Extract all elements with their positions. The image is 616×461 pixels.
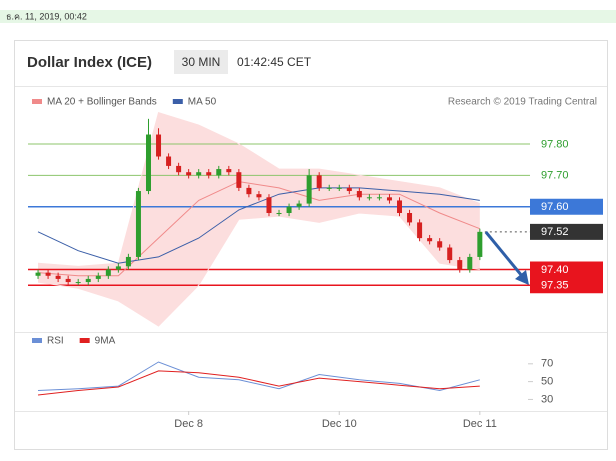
credit: Research © 2019 Trading Central bbox=[448, 97, 597, 108]
candle-body bbox=[356, 191, 362, 198]
candle-body bbox=[316, 175, 322, 188]
candle-body bbox=[326, 187, 332, 189]
candle-body bbox=[346, 187, 352, 192]
level-label: 97.35 bbox=[541, 280, 569, 292]
ma-line bbox=[37, 181, 480, 277]
candle-body bbox=[386, 197, 392, 201]
y-tick-label: 70 bbox=[541, 358, 553, 370]
legend-label: RSI bbox=[47, 336, 64, 347]
candle-body bbox=[35, 272, 41, 276]
candle-body bbox=[246, 187, 252, 195]
legend-swatch bbox=[172, 99, 183, 104]
legend-label: 9MA bbox=[95, 336, 116, 347]
candle-body bbox=[216, 169, 222, 176]
forecast-arrowhead bbox=[515, 270, 529, 285]
level-label-box bbox=[530, 261, 603, 278]
y-tick-label: 50 bbox=[541, 376, 553, 388]
candle-body bbox=[166, 156, 172, 166]
x-tick-label: Dec 10 bbox=[322, 418, 357, 430]
candle-body bbox=[266, 197, 272, 213]
timestamp: ธ.ค. 11, 2019, 00:42 bbox=[6, 11, 87, 21]
candle-body bbox=[75, 282, 81, 284]
candle-body bbox=[477, 231, 483, 257]
legend-swatch bbox=[32, 338, 42, 343]
candle-body bbox=[296, 203, 302, 207]
candle-body bbox=[156, 134, 162, 157]
candle-body bbox=[206, 172, 212, 176]
candle-body bbox=[437, 241, 443, 248]
candle-body bbox=[55, 275, 61, 279]
indicator-line bbox=[37, 361, 480, 392]
band-edge bbox=[37, 111, 480, 267]
candle-body bbox=[145, 134, 151, 192]
level-label: 97.40 bbox=[541, 264, 569, 276]
candle-body bbox=[276, 213, 282, 214]
x-tick-label: Dec 11 bbox=[463, 418, 497, 430]
forecast-arrow bbox=[484, 231, 524, 277]
level-label: 97.80 bbox=[541, 138, 569, 150]
level-label: 97.52 bbox=[541, 226, 569, 238]
ma-line bbox=[37, 187, 480, 264]
candle-body bbox=[115, 266, 121, 270]
candle-body bbox=[366, 197, 372, 199]
chart-title: Dollar Index (ICE) bbox=[27, 54, 152, 71]
candle-body bbox=[85, 278, 91, 283]
candle-body bbox=[417, 222, 423, 239]
candle-body bbox=[65, 278, 71, 283]
x-tick-label: Dec 8 bbox=[174, 418, 203, 430]
candle-body bbox=[226, 169, 232, 173]
level-label: 97.60 bbox=[541, 201, 569, 213]
level-label-box bbox=[530, 198, 603, 215]
candle-body bbox=[95, 275, 101, 279]
card bbox=[14, 40, 608, 450]
candle-body bbox=[397, 200, 403, 213]
y-tick-label: 30 bbox=[541, 393, 553, 405]
candle-body bbox=[125, 256, 131, 267]
candle-body bbox=[457, 260, 463, 270]
clock: 01:42:45 CET bbox=[237, 55, 312, 69]
legend-label: MA 50 bbox=[188, 97, 217, 108]
candle-body bbox=[336, 187, 342, 189]
candle-body bbox=[467, 256, 473, 270]
candle-body bbox=[407, 213, 413, 223]
level-label: 97.70 bbox=[541, 170, 569, 182]
level-label-box bbox=[530, 223, 603, 240]
interval: 30 MIN bbox=[182, 55, 221, 69]
candle-body bbox=[105, 269, 111, 276]
candle-body bbox=[196, 172, 202, 176]
candle-body bbox=[186, 172, 192, 176]
candle-body bbox=[376, 197, 382, 199]
candle-body bbox=[306, 175, 312, 204]
candle-body bbox=[236, 172, 242, 188]
interval-box bbox=[174, 50, 228, 74]
candle-body bbox=[45, 272, 51, 276]
candle-body bbox=[447, 247, 453, 261]
legend-swatch bbox=[32, 99, 42, 104]
candle-body bbox=[176, 165, 182, 173]
candle-body bbox=[286, 206, 292, 213]
indicator-line bbox=[37, 370, 480, 396]
candle-body bbox=[427, 238, 433, 242]
band-edge bbox=[37, 212, 480, 327]
level-label-box bbox=[530, 277, 603, 294]
candle-body bbox=[135, 191, 141, 257]
legend-swatch bbox=[79, 338, 90, 343]
candle-body bbox=[256, 194, 262, 198]
legend-label: MA 20 + Bollinger Bands bbox=[47, 97, 157, 108]
top-strip bbox=[0, 10, 616, 23]
